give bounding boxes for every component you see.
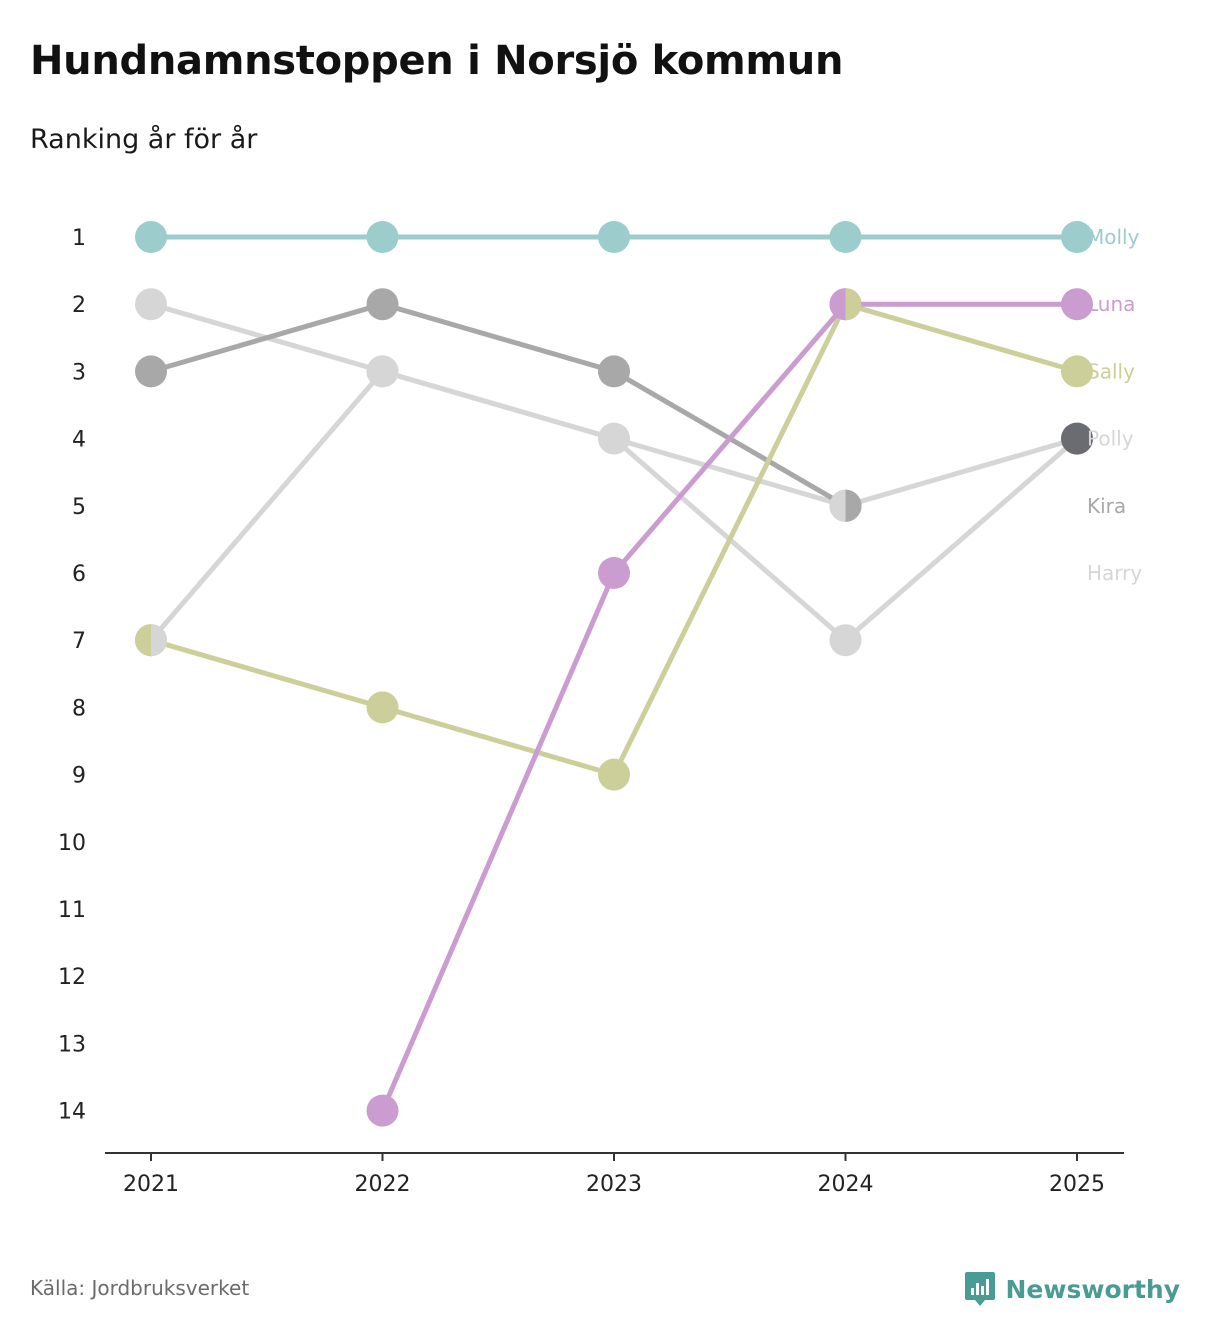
y-tick-label: 9 bbox=[72, 764, 86, 789]
series-end-labels: Molly Luna Sally Polly Kira Harry bbox=[1087, 225, 1142, 585]
data-point-split-left bbox=[829, 489, 846, 522]
end-label-polly: Polly bbox=[1087, 427, 1134, 451]
chart-subtitle: Ranking år för år bbox=[30, 124, 258, 155]
y-tick-label: 13 bbox=[58, 1032, 86, 1057]
data-point-highlight bbox=[1061, 422, 1093, 455]
y-tick-label: 1 bbox=[72, 226, 86, 251]
x-tick-label: 2025 bbox=[1049, 1172, 1105, 1197]
y-tick-label: 3 bbox=[72, 360, 86, 385]
y-tick-label: 4 bbox=[72, 428, 86, 453]
data-point-sally bbox=[1061, 355, 1093, 388]
y-tick-label: 11 bbox=[58, 898, 86, 923]
data-point-polly bbox=[366, 355, 399, 388]
data-point-kira bbox=[366, 288, 399, 321]
newsworthy-logo-icon bbox=[964, 1272, 995, 1306]
end-label-kira: Kira bbox=[1087, 494, 1126, 518]
y-tick-label: 6 bbox=[72, 562, 86, 587]
x-axis: 2021 2022 2023 2024 2025 bbox=[105, 1152, 1124, 1197]
data-point-sally bbox=[598, 758, 630, 791]
end-label-luna: Luna bbox=[1087, 292, 1135, 316]
data-point-split-right bbox=[151, 624, 167, 657]
data-point-split-left bbox=[135, 624, 151, 657]
data-point-split-right bbox=[845, 489, 862, 522]
y-tick-label: 5 bbox=[72, 495, 86, 520]
data-point-harry bbox=[598, 422, 630, 455]
data-point-harry bbox=[829, 624, 862, 657]
series-line-harry bbox=[148, 301, 1080, 643]
series-points bbox=[135, 221, 1093, 1127]
y-tick-label: 14 bbox=[58, 1100, 86, 1125]
data-point-luna bbox=[1061, 288, 1093, 321]
end-label-molly: Molly bbox=[1087, 225, 1140, 249]
end-label-sally: Sally bbox=[1087, 359, 1135, 383]
y-tick-label: 12 bbox=[58, 965, 86, 990]
y-tick-label: 8 bbox=[72, 696, 86, 721]
source-note: Källa: Jordbruksverket bbox=[30, 1276, 250, 1300]
data-point-harry bbox=[135, 288, 167, 321]
data-point-molly bbox=[598, 221, 630, 253]
series-line-polly bbox=[148, 368, 1080, 643]
brand-name: Newsworthy bbox=[1005, 1274, 1181, 1304]
data-point-molly bbox=[1061, 221, 1093, 253]
data-point-luna bbox=[598, 557, 630, 589]
x-tick-label: 2021 bbox=[123, 1172, 179, 1197]
brand-logo[interactable]: Newsworthy bbox=[964, 1270, 1181, 1308]
data-point-split-left bbox=[829, 288, 846, 321]
x-tick-label: 2023 bbox=[586, 1172, 642, 1197]
y-tick-label: 2 bbox=[72, 293, 86, 318]
data-point-luna bbox=[366, 1094, 399, 1127]
x-tick-label: 2022 bbox=[355, 1172, 411, 1197]
data-point-split-right bbox=[845, 288, 862, 321]
data-point-molly bbox=[135, 221, 167, 253]
data-point-molly bbox=[829, 221, 862, 253]
x-tick-label: 2024 bbox=[818, 1172, 874, 1197]
y-tick-label: 10 bbox=[58, 831, 86, 856]
y-tick-label: 7 bbox=[72, 629, 86, 654]
data-point-kira bbox=[135, 355, 167, 388]
chart-title: Hundnamnstoppen i Norsjö kommun bbox=[30, 38, 844, 84]
series-line-luna bbox=[380, 301, 1080, 1114]
end-label-harry: Harry bbox=[1087, 561, 1142, 585]
data-point-molly bbox=[366, 221, 399, 253]
data-point-kira bbox=[598, 355, 630, 388]
data-point-sally bbox=[366, 691, 399, 724]
